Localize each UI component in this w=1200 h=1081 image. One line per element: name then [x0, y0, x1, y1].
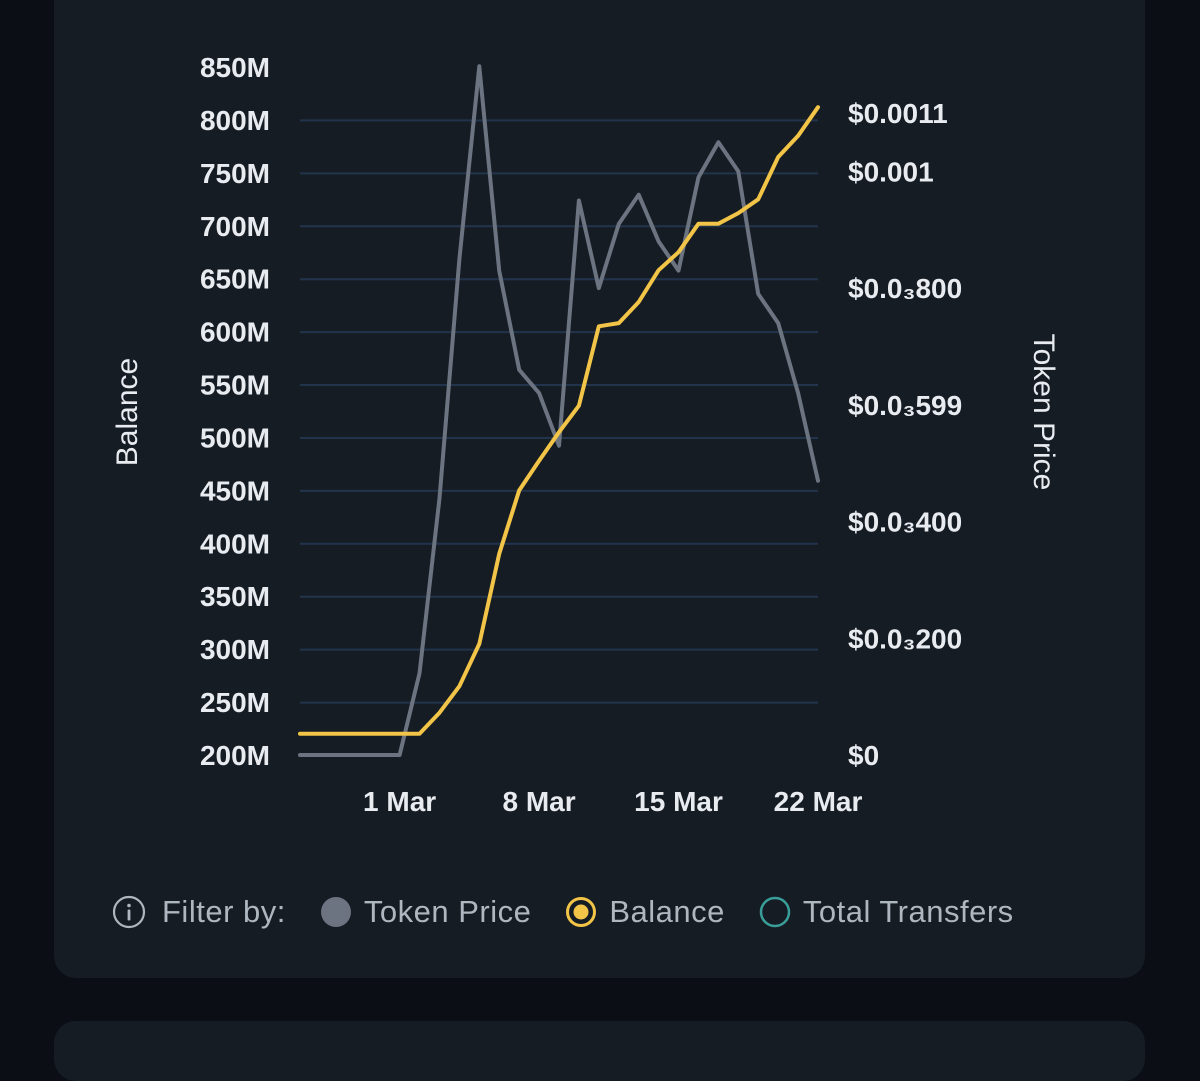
y2-tick-label: $0: [848, 740, 879, 771]
y2-tick-label: $0.0₃599: [848, 390, 962, 421]
x-tick-label: 8 Mar: [502, 786, 575, 817]
y-tick-label: 850M: [200, 52, 270, 83]
y-tick-label: 600M: [200, 317, 270, 348]
y2-axis-title: Token Price: [1027, 333, 1060, 491]
y-tick-label: 400M: [200, 528, 270, 559]
total-transfers-ring-icon: [759, 896, 791, 928]
y2-tick-label: $0.0₃800: [848, 273, 962, 304]
series-line-token-price: [298, 64, 820, 757]
x-axis-ticks: 1 Mar 8 Mar 15 Mar 22 Mar: [363, 786, 862, 817]
balance-radio-icon: [566, 897, 597, 927]
y2-tick-label: $0.0₃400: [848, 507, 962, 538]
y2-tick-label: $0.001: [848, 156, 934, 187]
y2-tick-label: $0.0₃200: [848, 623, 962, 654]
legend-item-total-transfers[interactable]: Total Transfers: [759, 894, 1014, 930]
legend-label-balance: Balance: [609, 894, 725, 929]
x-tick-label: 22 Mar: [774, 786, 863, 817]
chart: 850M 800M 750M 700M 650M 600M 550M 500M 450M 400M…: [200, 52, 962, 817]
y2-axis-ticks: $0.0011 $0.001 $0.0₃800 $0.0₃599 $0.0₃400 $0.…: [848, 98, 962, 771]
x-tick-label: 15 Mar: [634, 786, 723, 817]
x-tick-label: 1 Mar: [363, 786, 436, 817]
y-axis-title: Balance: [111, 357, 144, 467]
y-tick-label: 750M: [200, 158, 270, 189]
y-tick-label: 800M: [200, 105, 270, 136]
token-price-dot-icon: [320, 897, 351, 927]
y-tick-label: 550M: [200, 370, 270, 401]
y-tick-label: 250M: [200, 687, 270, 718]
chart-card: [54, 0, 1145, 978]
legend-item-token-price[interactable]: Token Price: [320, 894, 531, 930]
legend-label-token-price: Token Price: [363, 894, 532, 929]
legend-label-total-transfers: Total Transfers: [802, 894, 1014, 929]
info-icon[interactable]: [112, 895, 146, 929]
y2-tick-label: $0.0011: [848, 98, 948, 129]
series-line-balance: [298, 105, 820, 736]
y-tick-label: 300M: [200, 634, 270, 665]
y-tick-label: 500M: [200, 422, 270, 453]
y-axis-ticks: 850M 800M 750M 700M 650M 600M 550M 500M 450M 400M…: [200, 52, 270, 771]
grid-lines: [300, 119, 818, 704]
next-card: [54, 1021, 1145, 1081]
legend-fade: [1034, 888, 1104, 936]
y-tick-label: 450M: [200, 475, 270, 506]
filter-label: Filter by:: [162, 894, 286, 929]
y-tick-label: 200M: [200, 740, 270, 771]
series-lines: [298, 64, 820, 757]
legend-item-balance[interactable]: Balance: [565, 894, 725, 930]
legend-filter: Filter by: Token Price Balance Total Tra…: [112, 888, 1104, 936]
y-tick-label: 350M: [200, 581, 270, 612]
y-tick-label: 700M: [200, 211, 270, 242]
y-tick-label: 650M: [200, 264, 270, 295]
